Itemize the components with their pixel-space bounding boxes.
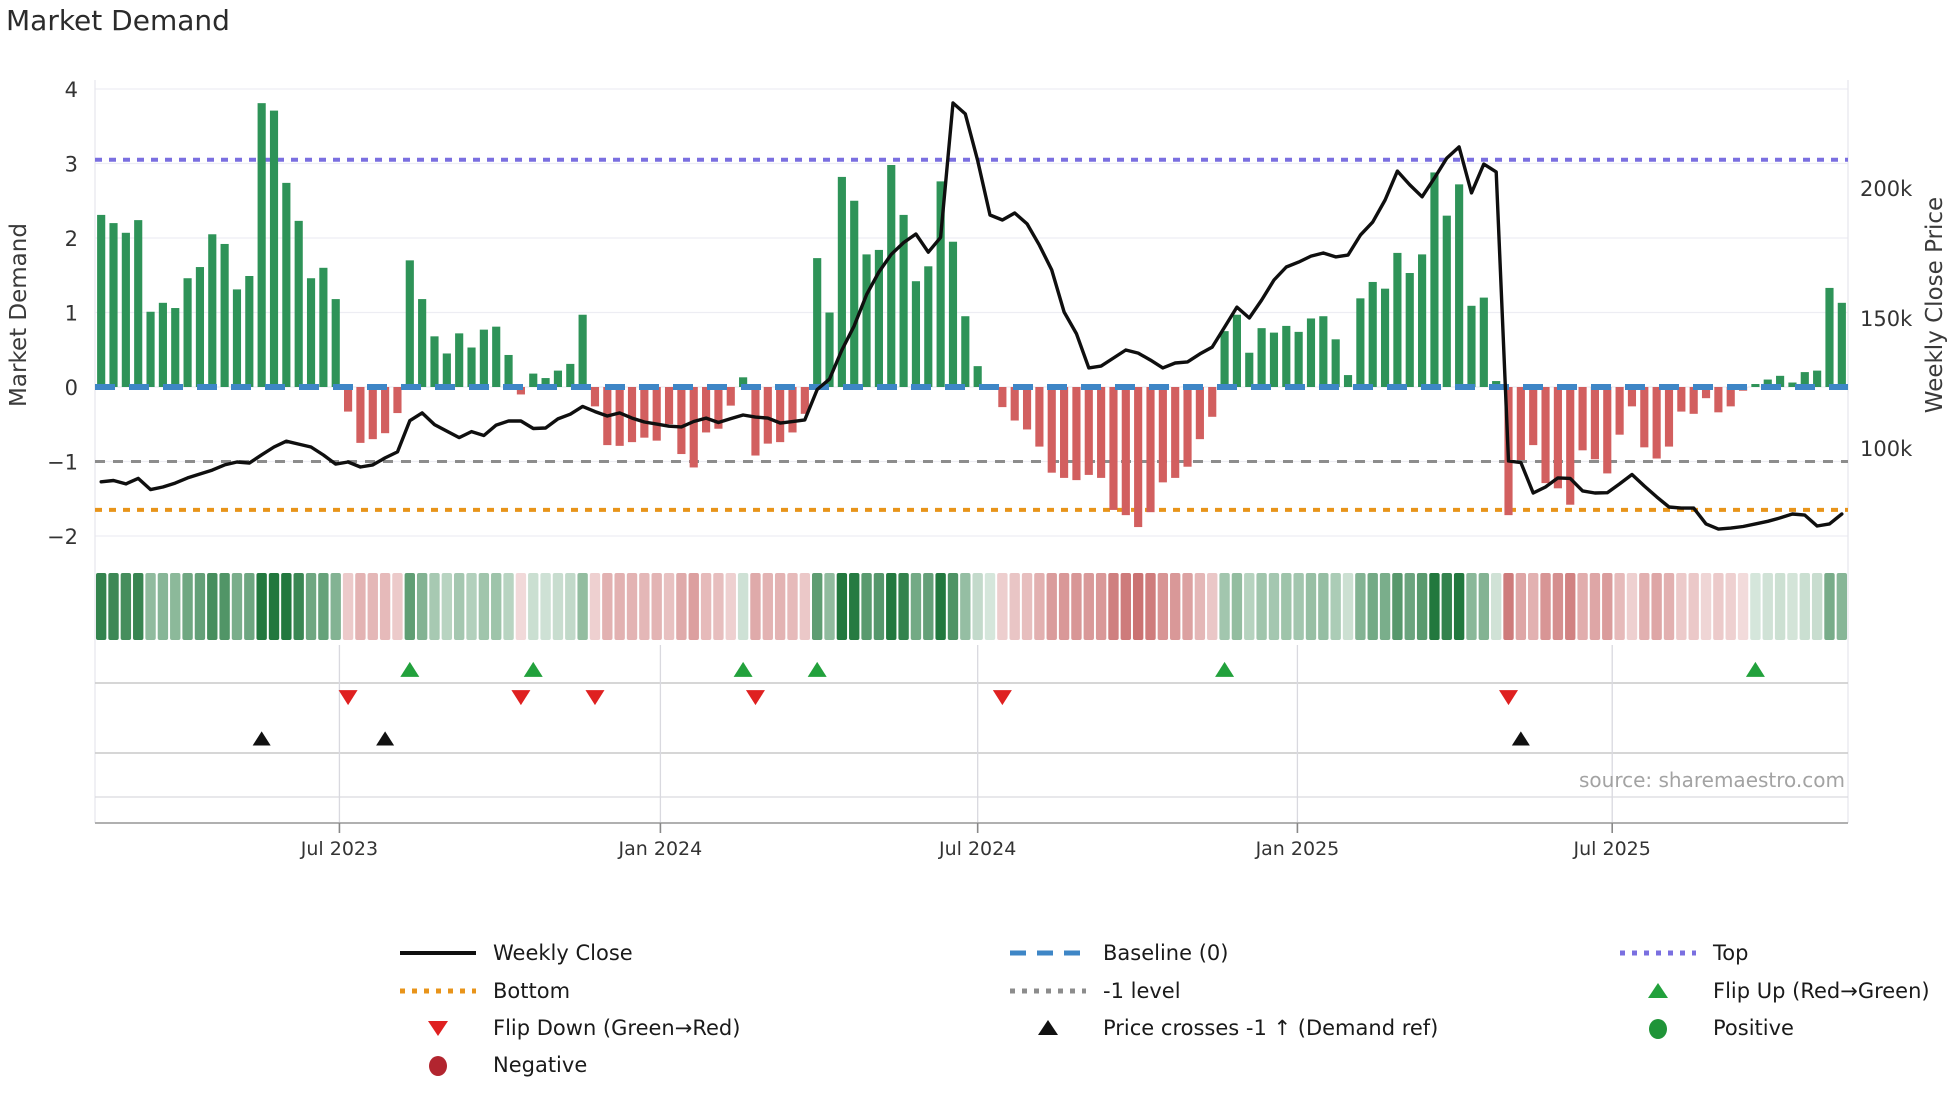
legend-label: Positive [1713, 1016, 1794, 1040]
heatmap-strip [95, 573, 1848, 640]
legend-item-weekly-close: Weekly Close [398, 938, 633, 968]
legend-item-bottom: Bottom [398, 976, 570, 1006]
legend-item-positive: Positive [1618, 1013, 1794, 1043]
legend-label: -1 level [1103, 979, 1181, 1003]
legend-label: Baseline (0) [1103, 941, 1229, 965]
main-gridlines [94, 80, 1849, 823]
legend-item-flip-up-red-green: Flip Up (Red→Green) [1618, 976, 1930, 1006]
legend-item-baseline-0: Baseline (0) [1008, 938, 1228, 968]
right-axis-ticks: 200k 150k 100k [1860, 177, 1913, 461]
legend-item-negative: Negative [398, 1050, 587, 1080]
chart-legend: Weekly Close Baseline (0) Top Bottom -1 leve… [0, 920, 1960, 1090]
legend-label: Flip Up (Red→Green) [1713, 979, 1930, 1003]
page-title: Market Demand [6, 4, 230, 37]
legend-label: Negative [493, 1053, 588, 1077]
svg-text:2: 2 [65, 227, 78, 251]
svg-text:150k: 150k [1860, 307, 1913, 331]
weekly-close-line [99, 101, 1844, 531]
svg-text:−2: −2 [47, 525, 78, 549]
flip-down-markers [338, 690, 1519, 706]
legend-item-1-level: -1 level [1008, 976, 1181, 1006]
svg-text:1: 1 [65, 302, 78, 326]
legend-label: Weekly Close [493, 941, 633, 965]
legend-item-flip-down-green-red: Flip Down (Green→Red) [398, 1013, 740, 1043]
svg-text:4: 4 [65, 78, 78, 102]
legend-label: Top [1713, 941, 1749, 965]
dotted-line-swatch-icon [1010, 988, 1086, 994]
x-axis-ticks: Jul 2023 Jan 2024 Jul 2024 Jan 2025 Jul 2025 [300, 838, 1651, 860]
legend-label: Bottom [493, 979, 571, 1003]
flip-up-markers [400, 661, 1765, 677]
marker-band-gridlines [95, 645, 1848, 833]
svg-text:−1: −1 [47, 451, 78, 475]
svg-text:Jul 2023: Jul 2023 [300, 838, 378, 860]
line-swatch-icon [400, 951, 476, 955]
reference-lines [95, 157, 1848, 512]
dashed-line-swatch-icon [1010, 950, 1086, 956]
svg-text:Jul 2024: Jul 2024 [938, 838, 1016, 860]
demand-bars [97, 103, 1846, 528]
triangle-down-icon [428, 1021, 448, 1036]
svg-text:Jul 2025: Jul 2025 [1573, 838, 1651, 860]
svg-text:Jan 2025: Jan 2025 [1255, 838, 1340, 860]
svg-text:Jan 2024: Jan 2024 [618, 838, 703, 860]
triangle-up-icon [1038, 1020, 1058, 1035]
triangle-up-icon [1648, 983, 1668, 998]
source-attribution: source: sharemaestro.com [1579, 768, 1845, 792]
svg-text:100k: 100k [1860, 437, 1913, 461]
legend-item-top: Top [1618, 938, 1748, 968]
legend-label: Flip Down (Green→Red) [493, 1016, 741, 1040]
price-line-group [99, 101, 1844, 531]
price-cross-markers [252, 731, 1530, 746]
svg-text:0: 0 [65, 376, 78, 400]
left-axis-title: Market Demand [6, 223, 32, 407]
axis-titles: Market Demand Weekly Close Price [6, 197, 1948, 413]
svg-text:3: 3 [65, 153, 78, 177]
legend-item-price-crosses-1-demand-ref: Price crosses -1 ↑ (Demand ref) [1008, 1013, 1438, 1043]
dotted-line-swatch-icon [1620, 950, 1696, 956]
left-axis-ticks: 4 3 2 1 0 −1 −2 [47, 78, 78, 549]
right-axis-title: Weekly Close Price [1922, 197, 1948, 413]
circle-marker-icon [429, 1056, 447, 1076]
dotted-line-swatch-icon [400, 988, 476, 994]
circle-marker-icon [1649, 1019, 1667, 1039]
legend-label: Price crosses -1 ↑ (Demand ref) [1103, 1016, 1439, 1040]
svg-text:200k: 200k [1860, 177, 1913, 201]
